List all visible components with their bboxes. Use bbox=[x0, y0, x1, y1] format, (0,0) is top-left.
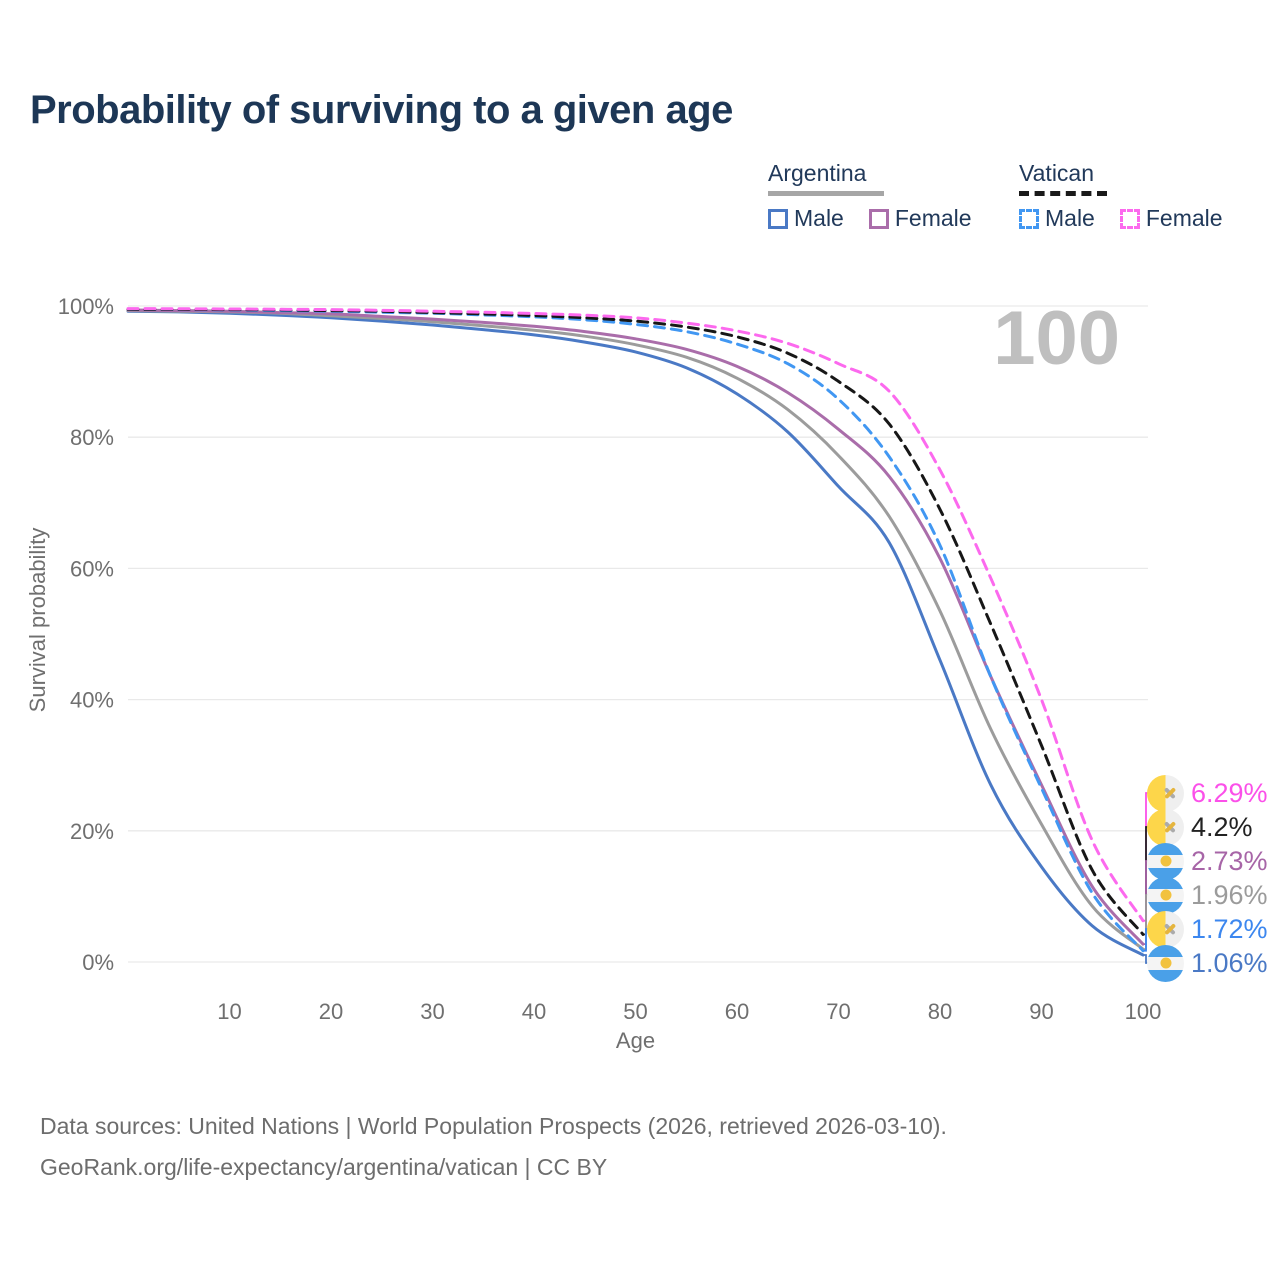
curve-vatican-female bbox=[126, 307, 1145, 923]
page-title: Probability of surviving to a given age bbox=[30, 88, 733, 132]
legend-group-argentina-name: Argentina bbox=[768, 160, 867, 186]
x-tick-label: 90 bbox=[1029, 999, 1053, 1024]
age-counter-watermark: 100 bbox=[993, 296, 1120, 381]
x-tick-label: 20 bbox=[319, 999, 343, 1024]
legend-group-vatican: Vatican Male Female bbox=[1019, 160, 1223, 232]
legend-item-label: Male bbox=[794, 205, 844, 231]
legend-item-argentina-female[interactable]: Female bbox=[868, 205, 972, 232]
x-tick-label: 70 bbox=[826, 999, 850, 1024]
sun-icon bbox=[1160, 889, 1171, 901]
vatican-female-swatch-icon bbox=[1119, 208, 1140, 229]
legend-vatican-line-sample bbox=[1019, 191, 1107, 196]
legend-item-vatican-male[interactable]: Male bbox=[1019, 205, 1095, 232]
x-tick-label: 80 bbox=[928, 999, 952, 1024]
x-tick-label: 10 bbox=[217, 999, 241, 1024]
x-tick-label: 50 bbox=[623, 999, 647, 1024]
sun-icon bbox=[1160, 957, 1171, 969]
x-axis-title: Age bbox=[616, 1028, 655, 1053]
sun-icon bbox=[1160, 855, 1171, 867]
curve-argentina-male bbox=[126, 309, 1145, 957]
end-value: 1.96% bbox=[1191, 879, 1268, 910]
x-tick-label: 100 bbox=[1125, 999, 1162, 1024]
argentina-male-swatch-icon bbox=[768, 208, 788, 229]
y-axis-title: Survival probability bbox=[25, 528, 50, 713]
attribution-line: GeoRank.org/life-expectancy/argentina/va… bbox=[40, 1154, 608, 1180]
end-label-vatican-female: 6.29% bbox=[1147, 774, 1268, 812]
y-tick-label: 40% bbox=[70, 688, 114, 713]
end-value: 2.73% bbox=[1191, 845, 1268, 876]
curve-vatican-male bbox=[126, 307, 1145, 953]
end-value: 1.06% bbox=[1191, 947, 1268, 978]
end-label-vatican-male: 1.72% bbox=[1147, 910, 1268, 948]
legend-group-argentina: Argentina Male Female bbox=[768, 160, 972, 232]
x-tick-label: 60 bbox=[725, 999, 749, 1024]
y-tick-label: 100% bbox=[58, 294, 114, 319]
curve-argentina-total bbox=[126, 309, 1145, 951]
end-label-argentina-total: 1.96% bbox=[1147, 876, 1268, 914]
legend-item-argentina-male[interactable]: Male bbox=[768, 205, 844, 232]
legend-item-vatican-female[interactable]: Female bbox=[1119, 205, 1223, 232]
argentina-flag-icon bbox=[1147, 842, 1184, 880]
vatican-male-swatch-icon bbox=[1019, 208, 1039, 229]
legend-argentina-line-sample bbox=[768, 191, 884, 196]
footer: Data sources: United Nations | World Pop… bbox=[40, 1106, 947, 1188]
end-label-argentina-male: 1.06% bbox=[1147, 944, 1268, 982]
legend-item-label: Female bbox=[894, 205, 972, 231]
end-label-vatican-total: 4.2% bbox=[1147, 808, 1253, 846]
y-tick-label: 20% bbox=[70, 819, 114, 844]
argentina-flag-icon bbox=[1147, 944, 1184, 982]
end-value: 4.2% bbox=[1191, 811, 1253, 842]
end-label-argentina-female: 2.73% bbox=[1147, 842, 1268, 880]
vatican-flag-icon bbox=[1147, 774, 1184, 812]
argentina-female-swatch-icon bbox=[868, 208, 889, 229]
argentina-flag-icon bbox=[1147, 876, 1184, 914]
vatican-flag-icon bbox=[1147, 808, 1184, 846]
legend-item-label: Female bbox=[1145, 205, 1223, 231]
curve-argentina-female bbox=[126, 308, 1145, 946]
end-value: 6.29% bbox=[1191, 777, 1268, 808]
y-tick-label: 60% bbox=[70, 556, 114, 581]
legend-group-vatican-name: Vatican bbox=[1019, 160, 1095, 186]
legend-item-label: Male bbox=[1045, 205, 1095, 231]
data-sources-line: Data sources: United Nations | World Pop… bbox=[40, 1113, 947, 1139]
curve-vatican-total bbox=[126, 307, 1145, 936]
y-tick-label: 80% bbox=[70, 425, 114, 450]
vatican-flag-icon bbox=[1147, 910, 1184, 948]
x-tick-label: 40 bbox=[522, 999, 546, 1024]
end-value: 1.72% bbox=[1191, 913, 1268, 944]
x-tick-label: 30 bbox=[420, 999, 444, 1024]
y-tick-label: 0% bbox=[82, 950, 114, 975]
